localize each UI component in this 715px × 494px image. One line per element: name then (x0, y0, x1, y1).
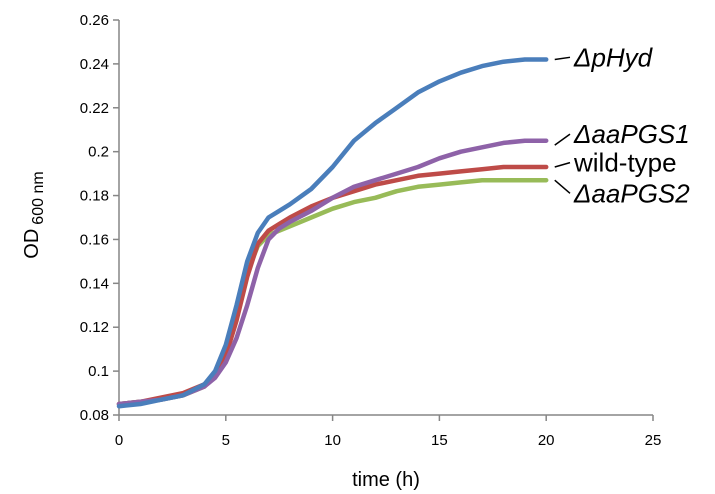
x-tick-label: 15 (431, 432, 448, 449)
legend-leader-line (554, 179, 571, 194)
y-tick-label: 0.24 (80, 56, 109, 73)
series-lines (116, 57, 549, 409)
y-axis-title: OD 600 nm (21, 171, 47, 258)
y-tick-label: 0.16 (80, 231, 109, 248)
x-tick-label: 25 (645, 432, 662, 449)
legend-leader-line (554, 133, 571, 146)
y-axis-title-subscript: 600 nm (30, 171, 47, 224)
y-tick-label: 0.26 (80, 12, 109, 29)
y-tick-label: 0.12 (80, 319, 109, 336)
legend-label: ΔaaPGS2 (573, 178, 690, 208)
x-tick-label: 0 (115, 432, 123, 449)
x-tick-label: 10 (324, 432, 341, 449)
axes: 0.08 0.1 0.12 0.14 0.16 0.18 0.2 0.22 0.24 0.26 0 5… (80, 12, 662, 449)
y-axis-title-main: OD (21, 229, 43, 259)
y-tick-label: 0.2 (88, 144, 109, 161)
legend-leader-line (554, 161, 571, 168)
legend-label: ΔpHyd (573, 42, 654, 72)
legend-label: ΔaaPGS1 (573, 119, 690, 149)
series-line-0 (116, 57, 549, 409)
series-line-2 (116, 164, 549, 407)
legend-label: wild-type (573, 148, 677, 178)
x-tick-label: 20 (538, 432, 555, 449)
x-tick-label: 5 (222, 432, 230, 449)
legend-leader-line (554, 56, 571, 61)
series-line-3 (116, 177, 549, 407)
y-tick-label: 0.14 (80, 275, 109, 292)
y-tick-label: 0.1 (88, 363, 109, 380)
y-tick-label: 0.18 (80, 188, 109, 205)
x-axis-title: time (h) (352, 469, 420, 491)
y-tick-label: 0.22 (80, 100, 109, 117)
y-tick-label: 0.08 (80, 407, 109, 424)
